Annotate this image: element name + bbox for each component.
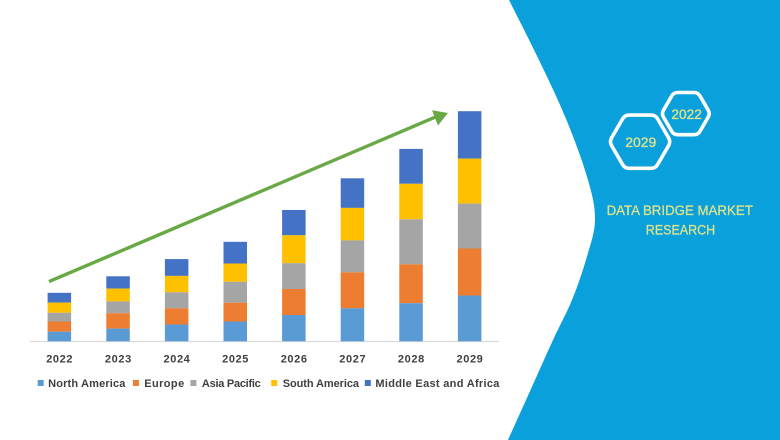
svg-text:Asia Pacific: Asia Pacific [202, 378, 261, 390]
svg-text:2026: 2026 [281, 354, 307, 366]
svg-text:2022: 2022 [46, 354, 72, 366]
svg-text:2023: 2023 [105, 354, 131, 366]
svg-text:RESEARCH: RESEARCH [646, 222, 715, 238]
svg-text:2029: 2029 [457, 354, 483, 366]
svg-text:2028: 2028 [398, 354, 424, 366]
svg-text:Middle East and Africa: Middle East and Africa [375, 378, 500, 390]
svg-text:Europe: Europe [144, 378, 184, 390]
svg-text:2024: 2024 [164, 354, 191, 366]
svg-text:2025: 2025 [222, 354, 248, 366]
svg-text:2022: 2022 [671, 106, 702, 122]
svg-text:DATA BRIDGE MARKET: DATA BRIDGE MARKET [607, 202, 754, 218]
svg-text:North America: North America [48, 378, 126, 390]
svg-text:2027: 2027 [339, 354, 365, 366]
svg-text:South America: South America [283, 378, 360, 390]
svg-text:2029: 2029 [625, 134, 656, 150]
